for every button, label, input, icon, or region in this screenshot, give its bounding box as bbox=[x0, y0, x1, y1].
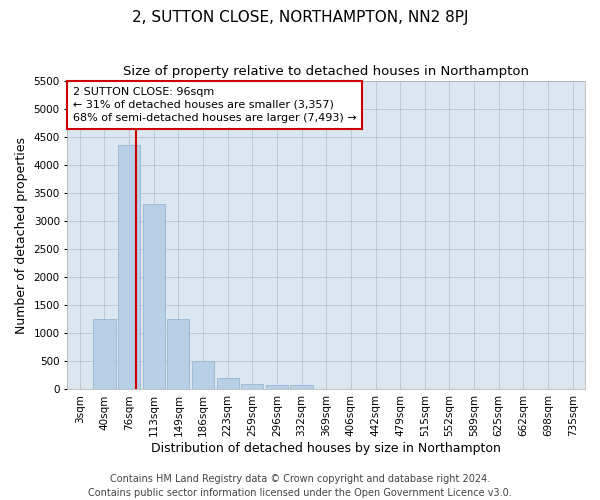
Text: 2 SUTTON CLOSE: 96sqm
← 31% of detached houses are smaller (3,357)
68% of semi-d: 2 SUTTON CLOSE: 96sqm ← 31% of detached … bbox=[73, 86, 356, 123]
Bar bbox=[266, 385, 288, 390]
Bar bbox=[192, 362, 214, 390]
Bar bbox=[118, 145, 140, 390]
Bar bbox=[94, 320, 116, 390]
Bar bbox=[241, 384, 263, 390]
Bar bbox=[167, 320, 190, 390]
Title: Size of property relative to detached houses in Northampton: Size of property relative to detached ho… bbox=[123, 65, 529, 78]
Bar bbox=[290, 385, 313, 390]
Bar bbox=[143, 204, 165, 390]
Text: 2, SUTTON CLOSE, NORTHAMPTON, NN2 8PJ: 2, SUTTON CLOSE, NORTHAMPTON, NN2 8PJ bbox=[132, 10, 468, 25]
X-axis label: Distribution of detached houses by size in Northampton: Distribution of detached houses by size … bbox=[151, 442, 501, 455]
Y-axis label: Number of detached properties: Number of detached properties bbox=[15, 136, 28, 334]
Text: Contains HM Land Registry data © Crown copyright and database right 2024.
Contai: Contains HM Land Registry data © Crown c… bbox=[88, 474, 512, 498]
Bar bbox=[217, 378, 239, 390]
